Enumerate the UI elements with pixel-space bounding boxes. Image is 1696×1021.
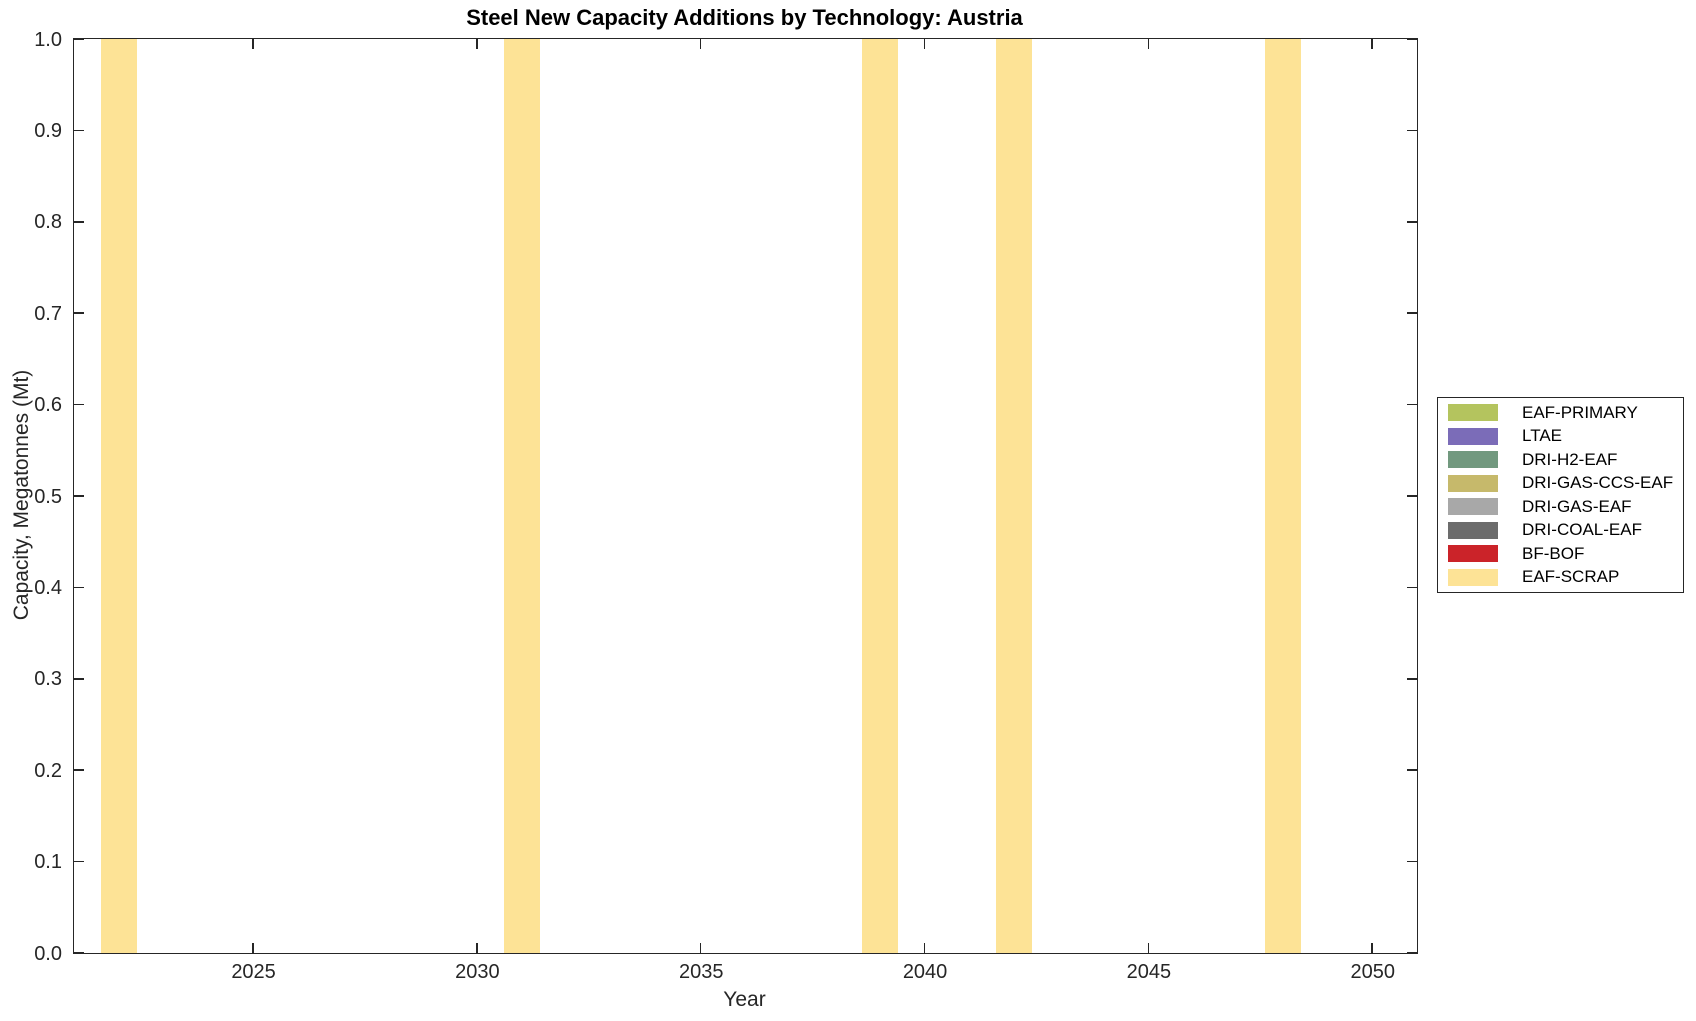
- y-tick-label: 0.0: [34, 942, 62, 965]
- legend-swatch-icon: [1448, 451, 1498, 469]
- y-tick-mark: [74, 312, 84, 314]
- legend-item-dri-gas-eaf: DRI-GAS-EAF: [1448, 495, 1683, 519]
- y-tick-mark-right: [1407, 586, 1417, 589]
- x-tick-label: 2030: [455, 961, 500, 983]
- legend-item-label: EAF-SCRAP: [1522, 567, 1620, 587]
- legend-item-dri-coal-eaf: DRI-COAL-EAF: [1448, 519, 1683, 543]
- x-tick-mark-top: [476, 39, 478, 49]
- y-tick-mark: [74, 403, 84, 406]
- y-tick-label: 0.3: [34, 668, 62, 691]
- y-tick-mark: [74, 860, 84, 863]
- y-tick-mark-right: [1407, 860, 1417, 863]
- y-tick-mark: [74, 952, 84, 953]
- y-tick-mark-right: [1407, 39, 1417, 40]
- y-tick-mark: [74, 221, 84, 223]
- x-tick-mark-top: [1371, 39, 1373, 49]
- y-tick-label: 0.5: [34, 485, 62, 508]
- legend-item-dri-gas-ccs-eaf: DRI-GAS-CCS-EAF: [1448, 472, 1683, 496]
- x-tick-mark-top: [1147, 39, 1150, 49]
- x-tick-label: 2050: [1350, 961, 1395, 983]
- y-tick-mark-right: [1407, 403, 1417, 406]
- y-tick-mark-right: [1407, 312, 1417, 314]
- legend-item-ltae: LTAE: [1448, 425, 1683, 449]
- legend-swatch-icon: [1448, 498, 1498, 516]
- y-tick-mark-right: [1407, 769, 1417, 771]
- x-tick-mark: [252, 943, 254, 953]
- legend-item-label: DRI-COAL-EAF: [1522, 520, 1642, 540]
- plot-inner: [74, 39, 1417, 953]
- y-tick-label: 0.4: [34, 576, 62, 599]
- y-tick-label: 0.9: [34, 119, 62, 142]
- legend-item-label: EAF-PRIMARY: [1522, 402, 1638, 422]
- y-tick-label: 0.6: [34, 394, 62, 417]
- chart-title: Steel New Capacity Additions by Technolo…: [466, 5, 1023, 30]
- legend-swatch-icon: [1448, 568, 1498, 586]
- x-tick-mark-top: [923, 39, 926, 49]
- legend-item-eaf-primary: EAF-PRIMARY: [1448, 401, 1683, 425]
- y-tick-mark: [74, 678, 84, 680]
- y-tick-mark-right: [1407, 678, 1417, 680]
- legend-item-label: DRI-H2-EAF: [1522, 449, 1618, 469]
- x-tick-mark: [1371, 943, 1373, 953]
- plot-area: [73, 38, 1418, 954]
- bar-eaf-scrap-2042: [996, 39, 1032, 953]
- x-tick-label: 2025: [231, 961, 276, 983]
- x-tick-label: 2045: [1126, 961, 1172, 983]
- legend-item-dri-h2-eaf: DRI-H2-EAF: [1448, 448, 1683, 472]
- y-tick-label: 0.7: [34, 302, 62, 325]
- legend-item-eaf-scrap: EAF-SCRAP: [1448, 566, 1683, 590]
- x-tick-mark: [1147, 943, 1150, 953]
- x-tick-label: 2035: [678, 961, 724, 983]
- x-axis-label: Year: [723, 988, 766, 1011]
- bar-eaf-scrap-2039: [861, 39, 898, 953]
- legend-item-label: LTAE: [1522, 426, 1562, 446]
- y-tick-label: 0.1: [34, 851, 62, 874]
- x-tick-mark: [923, 943, 926, 953]
- y-tick-mark-right: [1407, 495, 1417, 497]
- legend-item-label: BF-BOF: [1522, 543, 1585, 563]
- y-tick-label: 0.2: [34, 759, 62, 782]
- legend-swatch-icon: [1448, 404, 1498, 422]
- legend-swatch-icon: [1448, 545, 1498, 563]
- bar-eaf-scrap-2022: [100, 39, 137, 953]
- bar-eaf-scrap-2048: [1264, 39, 1301, 953]
- legend-item-bf-bof: BF-BOF: [1448, 542, 1683, 566]
- bar-eaf-scrap-2031: [503, 39, 540, 953]
- legend-swatch-icon: [1448, 521, 1498, 539]
- legend-item-label: DRI-GAS-CCS-EAF: [1522, 473, 1674, 493]
- y-tick-label: 1.0: [34, 28, 62, 51]
- y-tick-mark-right: [1407, 129, 1417, 132]
- legend-swatch-icon: [1448, 427, 1498, 445]
- x-tick-mark: [476, 943, 478, 953]
- legend-swatch-icon: [1448, 474, 1498, 492]
- y-tick-mark: [74, 495, 84, 497]
- y-tick-label: 0.8: [34, 211, 62, 234]
- x-tick-mark-top: [252, 39, 254, 49]
- legend: EAF-PRIMARY LTAE DRI-H2-EAF DRI-GAS-CCS-EAF…: [1437, 397, 1684, 593]
- y-tick-mark: [74, 586, 84, 589]
- y-tick-mark: [74, 39, 84, 40]
- legend-item-label: DRI-GAS-EAF: [1522, 496, 1632, 516]
- y-tick-mark-right: [1407, 221, 1417, 223]
- x-tick-mark: [699, 943, 702, 953]
- y-tick-mark: [74, 129, 84, 132]
- x-tick-label: 2040: [902, 961, 948, 983]
- x-tick-mark-top: [699, 39, 702, 49]
- y-tick-mark-right: [1407, 952, 1417, 953]
- y-tick-mark: [74, 769, 84, 771]
